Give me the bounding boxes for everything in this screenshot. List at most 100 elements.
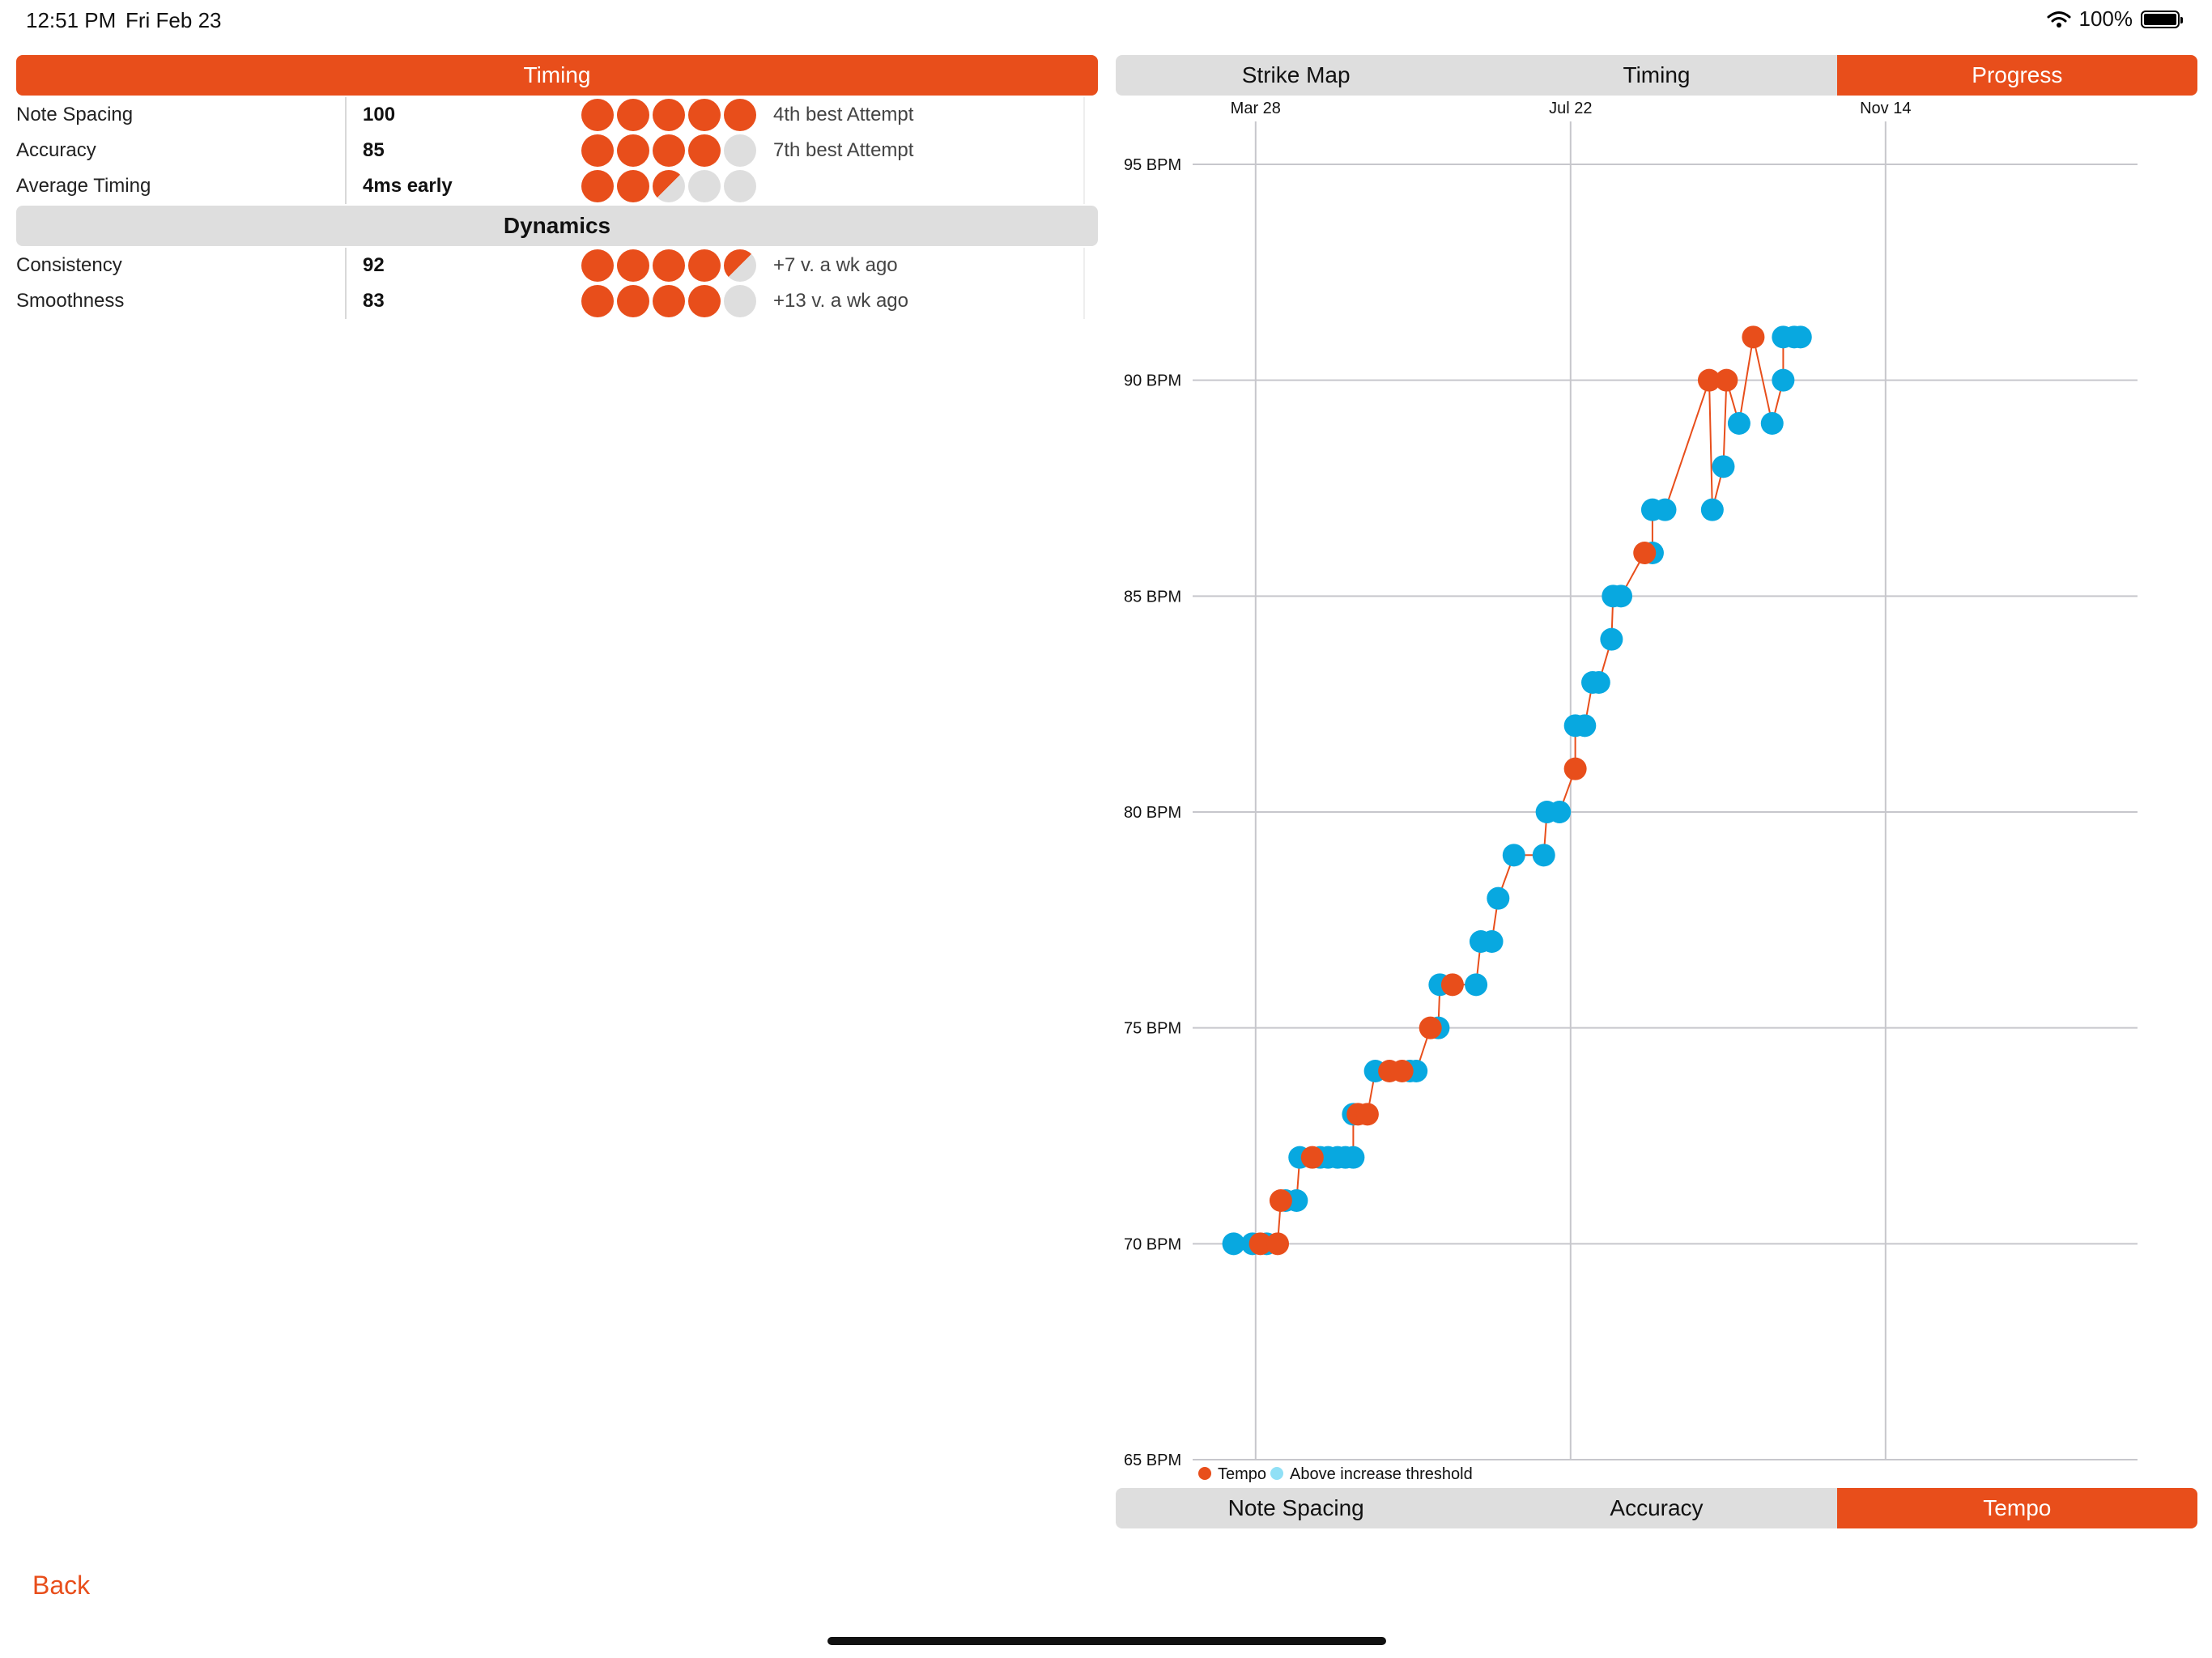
data-point [1789, 325, 1812, 349]
data-point [1715, 368, 1738, 392]
data-point [1266, 1232, 1290, 1256]
y-tick-label: 70 BPM [1124, 1235, 1181, 1253]
data-point [1502, 844, 1525, 867]
metric-row-smoothness: Smoothness 83 +13 v. a wk ago [16, 283, 1085, 319]
data-point [1548, 801, 1572, 823]
rating-dot [617, 285, 649, 317]
legend-label: Above increase threshold [1290, 1465, 1473, 1483]
status-time: 12:51 PM [26, 8, 117, 32]
data-point [1390, 1060, 1414, 1082]
data-point [1342, 1146, 1365, 1169]
tab-timing[interactable]: Timing [1623, 62, 1691, 87]
data-point [1600, 627, 1623, 651]
y-tick-label: 85 BPM [1124, 588, 1181, 606]
tab-strike-map[interactable]: Strike Map [1241, 62, 1351, 87]
rating-dots [581, 249, 756, 282]
rating-dot [581, 99, 614, 131]
wifi-icon [2047, 11, 2070, 28]
data-point [1465, 973, 1488, 997]
metric-value: 4ms early [363, 175, 453, 197]
data-point [1300, 1146, 1324, 1169]
battery-percent: 100% [2078, 6, 2133, 31]
rating-dots [581, 170, 756, 202]
rating-dot [581, 170, 614, 202]
metric-value: 85 [363, 139, 385, 161]
data-point [1573, 714, 1597, 738]
data-point [1742, 325, 1765, 349]
data-point [1610, 585, 1633, 608]
rating-dot [581, 285, 614, 317]
data-point [1249, 1232, 1272, 1256]
data-point [1222, 1232, 1245, 1256]
data-point [1269, 1189, 1292, 1212]
data-point [1440, 973, 1464, 997]
rating-dot [688, 134, 721, 167]
data-point [1285, 1189, 1308, 1212]
data-point [1480, 930, 1504, 953]
metric-note: 4th best Attempt [773, 104, 914, 125]
status-date: Fri Feb 23 [125, 8, 222, 32]
tab-note-spacing[interactable]: Note Spacing [1227, 1495, 1364, 1520]
rating-dot [688, 170, 721, 202]
metric-label: Note Spacing [16, 104, 134, 125]
y-tick-label: 95 BPM [1124, 156, 1181, 174]
legend-marker [1270, 1467, 1283, 1480]
metric-note: 7th best Attempt [773, 139, 914, 161]
rating-dot [688, 99, 721, 131]
rating-dots [581, 285, 756, 317]
status-bar: 12:51 PM Fri Feb 23 100% [0, 0, 2212, 40]
back-button[interactable]: Back [32, 1571, 91, 1600]
tab-progress[interactable]: Progress [1836, 55, 2197, 96]
rating-dot [724, 285, 756, 317]
data-point [1487, 886, 1510, 910]
data-point [1355, 1103, 1379, 1126]
data-point [1653, 498, 1677, 521]
metric-value: 83 [363, 290, 385, 312]
view-tab-bar: Strike Map Timing Progress [1116, 55, 2197, 96]
data-point [1772, 368, 1795, 392]
rating-dot [724, 134, 756, 167]
y-tick-label: 65 BPM [1124, 1452, 1181, 1469]
rating-dot [617, 99, 649, 131]
status-right: 100% [2047, 6, 2183, 32]
battery-icon [2141, 10, 2183, 28]
metric-tab-bar: Note Spacing Accuracy Tempo [1116, 1488, 2197, 1528]
timing-section-header: Timing [16, 55, 1098, 96]
y-tick-label: 80 BPM [1124, 804, 1181, 822]
metric-label: Consistency [16, 254, 122, 276]
x-tick-label: Mar 28 [1231, 100, 1281, 117]
rating-dot [688, 249, 721, 282]
rating-dot [724, 99, 756, 131]
rating-dot [581, 134, 614, 167]
rating-dot [653, 134, 685, 167]
rating-dot [617, 249, 649, 282]
metric-note: +13 v. a wk ago [773, 290, 908, 312]
home-indicator[interactable] [827, 1637, 1386, 1645]
data-point [1633, 542, 1657, 564]
metric-value: 92 [363, 254, 385, 276]
metric-row-note-spacing: Note Spacing 100 4th best Attempt [16, 97, 1085, 133]
data-point [1760, 412, 1784, 435]
rating-dots [581, 134, 756, 167]
rating-dots [581, 99, 756, 131]
metric-row-accuracy: Accuracy 85 7th best Attempt [16, 133, 1085, 168]
tab-tempo[interactable]: Tempo [1836, 1488, 2197, 1528]
data-point [1587, 671, 1610, 694]
rating-dot [653, 99, 685, 131]
legend-marker [1198, 1467, 1211, 1480]
rating-dot [653, 249, 685, 282]
metric-row-average-timing: Average Timing 4ms early [16, 168, 1085, 204]
legend-label: Tempo [1218, 1465, 1266, 1483]
data-point [1532, 844, 1555, 867]
data-point [1419, 1016, 1442, 1039]
metric-label: Accuracy [16, 139, 96, 161]
y-tick-label: 90 BPM [1124, 372, 1181, 390]
x-tick-label: Nov 14 [1860, 100, 1911, 117]
metric-label: Smoothness [16, 290, 125, 312]
x-tick-label: Jul 22 [1549, 100, 1592, 117]
metric-note: +7 v. a wk ago [773, 254, 898, 276]
data-point [1727, 412, 1750, 435]
data-point [1712, 455, 1735, 478]
metric-value: 100 [363, 104, 396, 125]
tab-accuracy[interactable]: Accuracy [1610, 1495, 1704, 1520]
